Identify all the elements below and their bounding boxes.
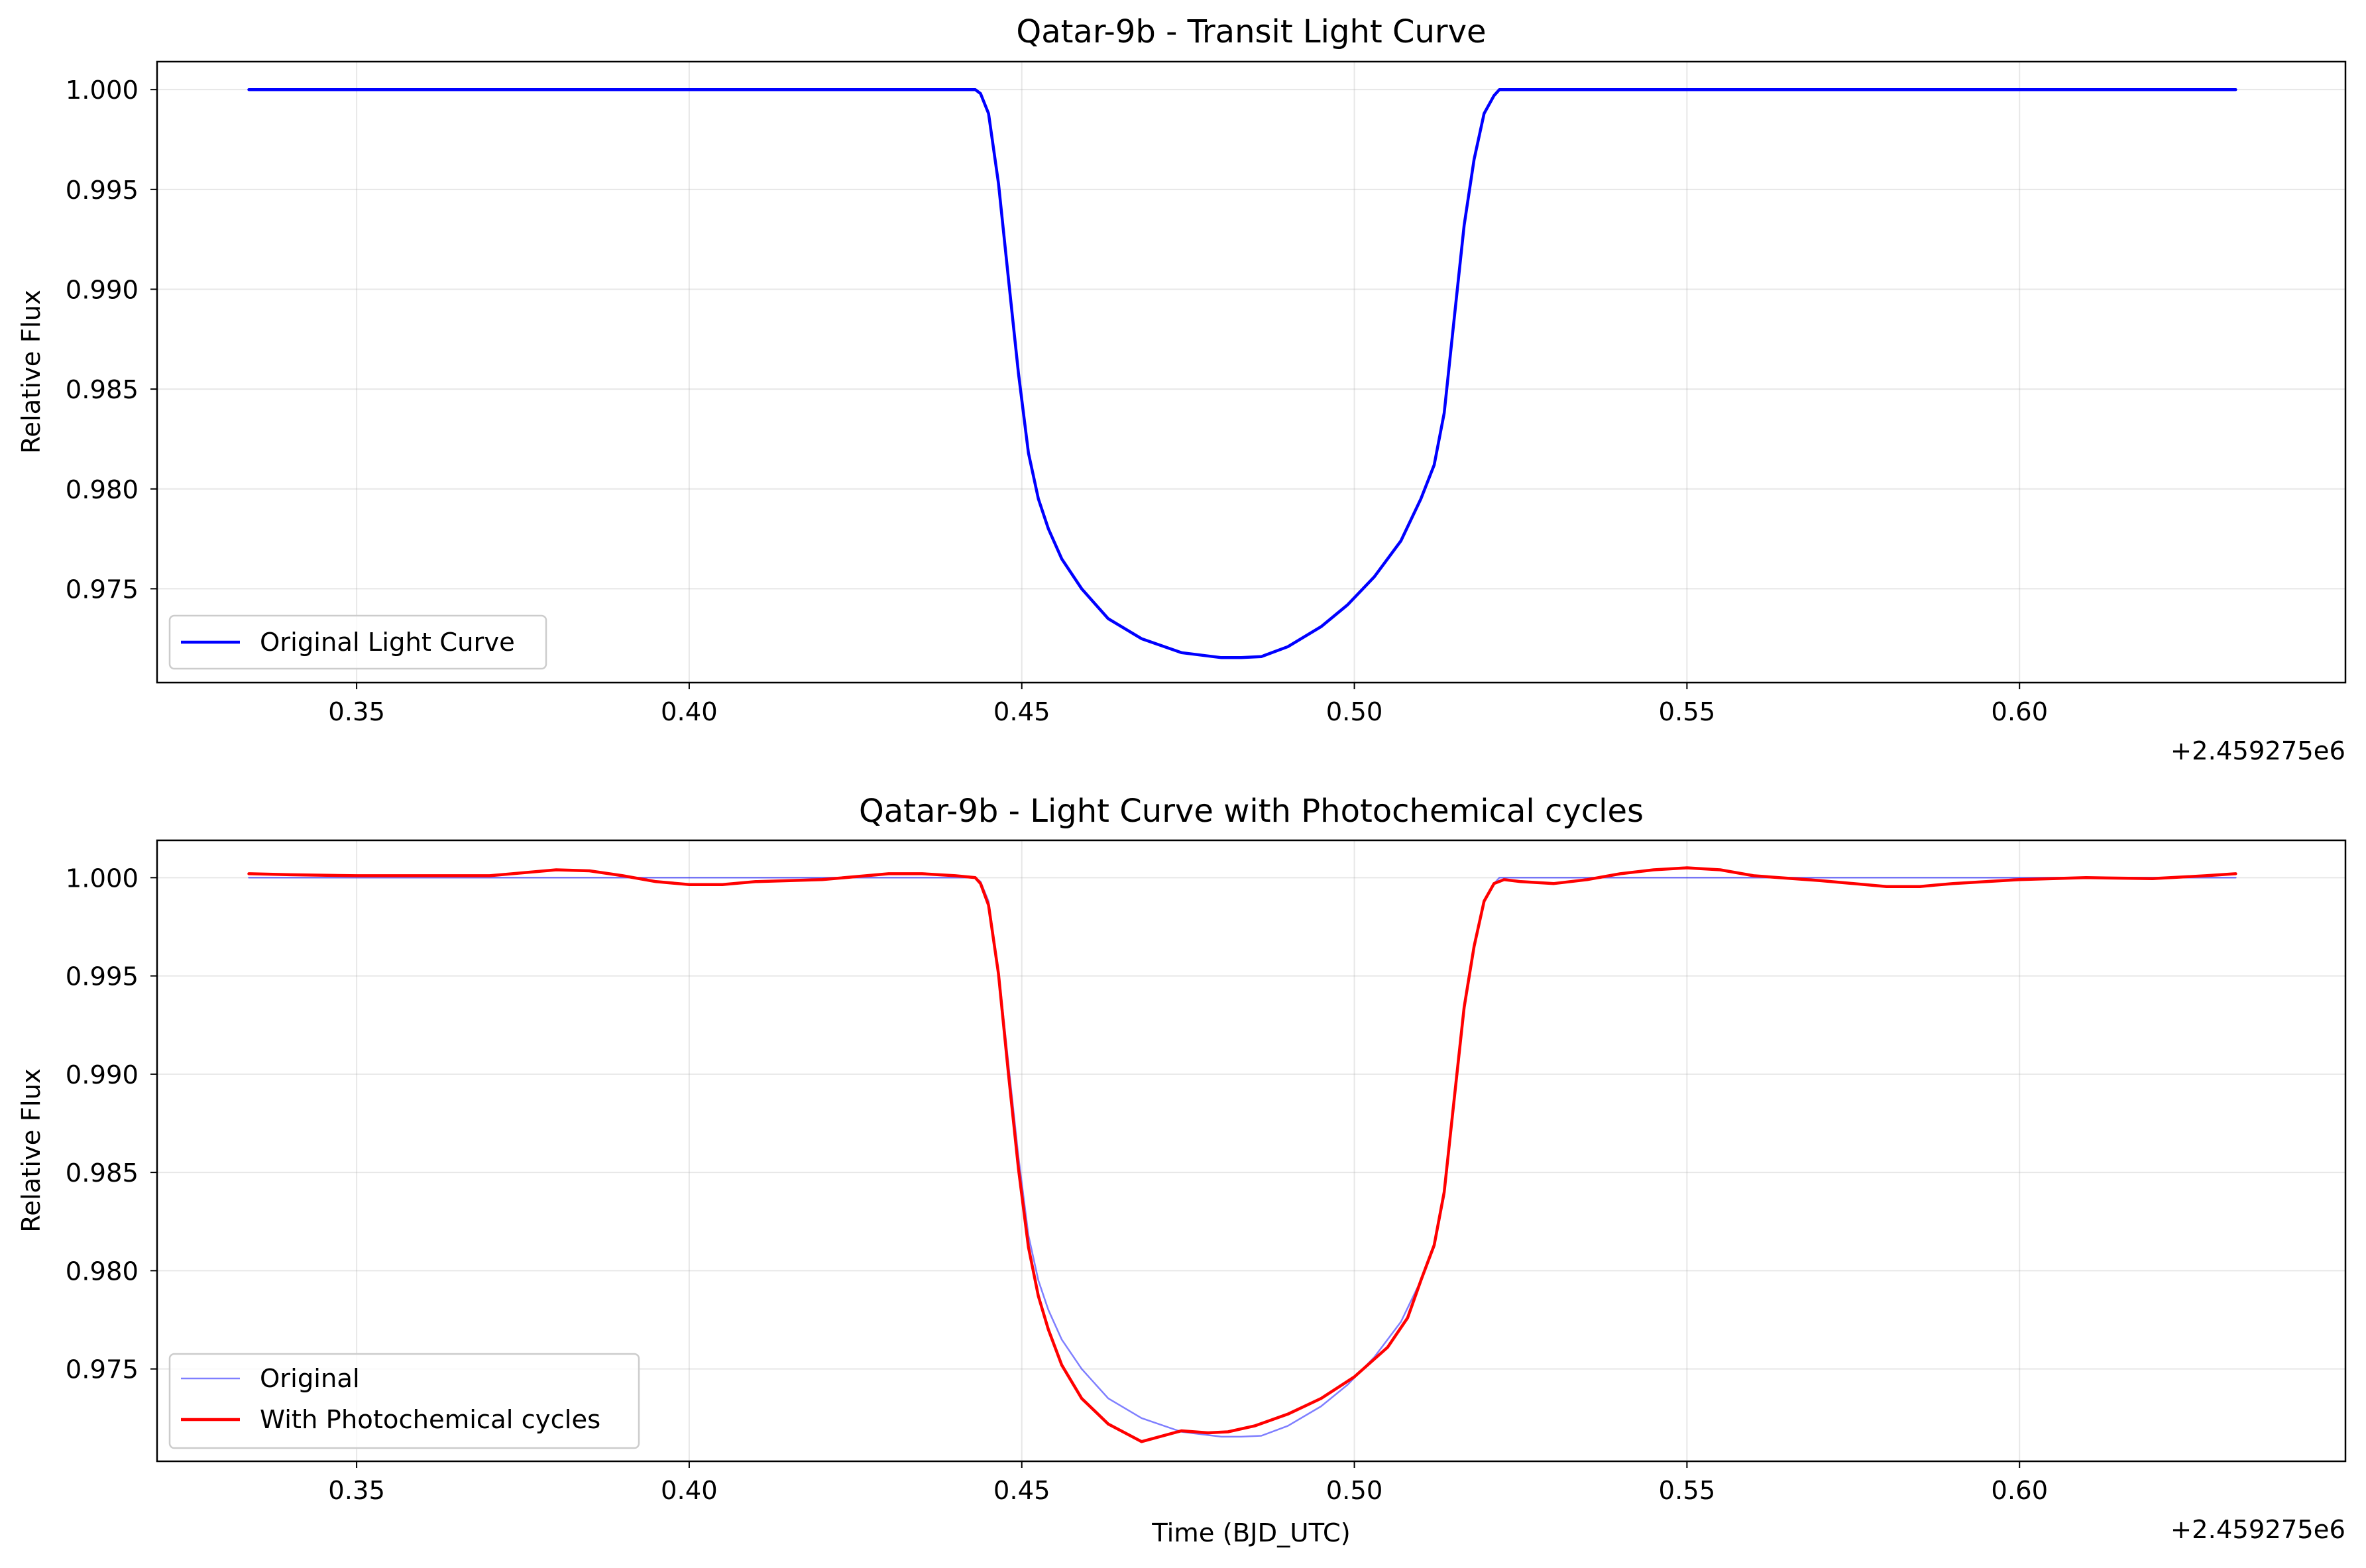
- legend: Original Light Curve: [168, 614, 547, 670]
- legend-box: [168, 1353, 640, 1449]
- y-tick-label: 0.980: [66, 475, 139, 505]
- y-tick-label: 0.995: [66, 962, 139, 992]
- series-layer: [247, 866, 2237, 1443]
- y-tick-label: 0.995: [66, 176, 139, 205]
- y-tick-label: 0.985: [66, 375, 139, 405]
- x-tick-label: 0.45: [993, 697, 1050, 727]
- x-tick-label: 0.50: [1326, 1476, 1383, 1506]
- y-axis-label: Relative Flux: [17, 290, 46, 454]
- y-tick-label: 0.990: [66, 1060, 139, 1090]
- legend-box: [168, 614, 547, 670]
- plot-frame: [156, 60, 2347, 684]
- x-offset-label: +2.459275e6: [2170, 1515, 2345, 1545]
- transit-light-curve-plot: Qatar-9b - Transit Light Curve 0.35 0.40 0…: [17, 13, 2347, 766]
- x-tick-label: 0.60: [1991, 697, 2048, 727]
- legend-label-original-light-curve: Original Light Curve: [260, 628, 515, 657]
- y-tick-label: 1.000: [66, 76, 139, 105]
- grid-layer: [157, 62, 2345, 683]
- legend: Original With Photochemical cycles: [168, 1353, 640, 1449]
- y-tick-label: 0.990: [66, 275, 139, 305]
- x-tick-label: 0.60: [1991, 1476, 2048, 1506]
- series-layer: [247, 87, 2237, 659]
- y-tick-label: 0.975: [66, 575, 139, 604]
- y-tick-label: 0.985: [66, 1158, 139, 1188]
- x-tick-label: 0.55: [1659, 697, 1716, 727]
- y-tick-label: 0.980: [66, 1257, 139, 1286]
- x-tick-label: 0.55: [1659, 1476, 1716, 1506]
- y-axis-label: Relative Flux: [17, 1068, 46, 1233]
- x-tick-label: 0.35: [328, 1476, 385, 1506]
- x-offset-label: +2.459275e6: [2170, 736, 2345, 766]
- legend-label-with-photochemical-cycles: With Photochemical cycles: [260, 1405, 600, 1435]
- chart-title: Qatar-9b - Transit Light Curve: [1016, 13, 1486, 50]
- x-tick-label: 0.40: [661, 1476, 718, 1506]
- x-tick-label: 0.40: [661, 697, 718, 727]
- y-tick-label: 0.975: [66, 1355, 139, 1385]
- series-line-original-light-curve: [247, 87, 2237, 659]
- chart-title: Qatar-9b - Light Curve with Photochemica…: [859, 793, 1644, 830]
- x-tick-layer: 0.35 0.40 0.45 0.50 0.55 0.60: [328, 683, 2048, 727]
- legend-label-original: Original: [260, 1364, 360, 1394]
- x-axis-label: Time (BJD_UTC): [1151, 1518, 1350, 1548]
- x-tick-layer: 0.35 0.40 0.45 0.50 0.55 0.60: [328, 1461, 2048, 1506]
- x-tick-label: 0.50: [1326, 697, 1383, 727]
- x-tick-label: 0.45: [993, 1476, 1050, 1506]
- plot-frame: [156, 839, 2347, 1463]
- y-tick-layer: 0.975 0.980 0.985 0.990 0.995 1.000: [66, 76, 157, 604]
- y-tick-label: 1.000: [66, 864, 139, 893]
- x-tick-label: 0.35: [328, 697, 385, 727]
- photochemical-light-curve-plot: Qatar-9b - Light Curve with Photochemica…: [17, 793, 2347, 1548]
- series-line-with-photochemical-cycles: [247, 866, 2237, 1443]
- y-tick-layer: 0.975 0.980 0.985 0.990 0.995 1.000: [66, 864, 157, 1385]
